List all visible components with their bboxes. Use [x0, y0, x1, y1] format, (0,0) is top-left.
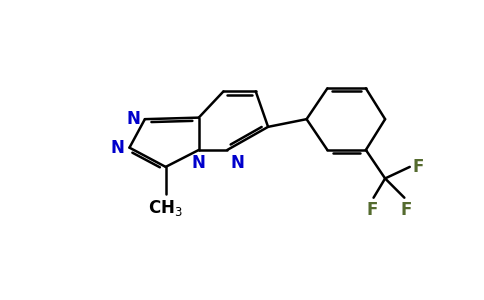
Text: N: N — [111, 139, 125, 157]
Text: F: F — [400, 201, 411, 219]
Text: N: N — [192, 154, 206, 172]
Text: F: F — [366, 201, 378, 219]
Text: N: N — [126, 110, 140, 128]
Text: CH$_3$: CH$_3$ — [148, 198, 183, 218]
Text: F: F — [413, 158, 424, 176]
Text: N: N — [230, 154, 244, 172]
